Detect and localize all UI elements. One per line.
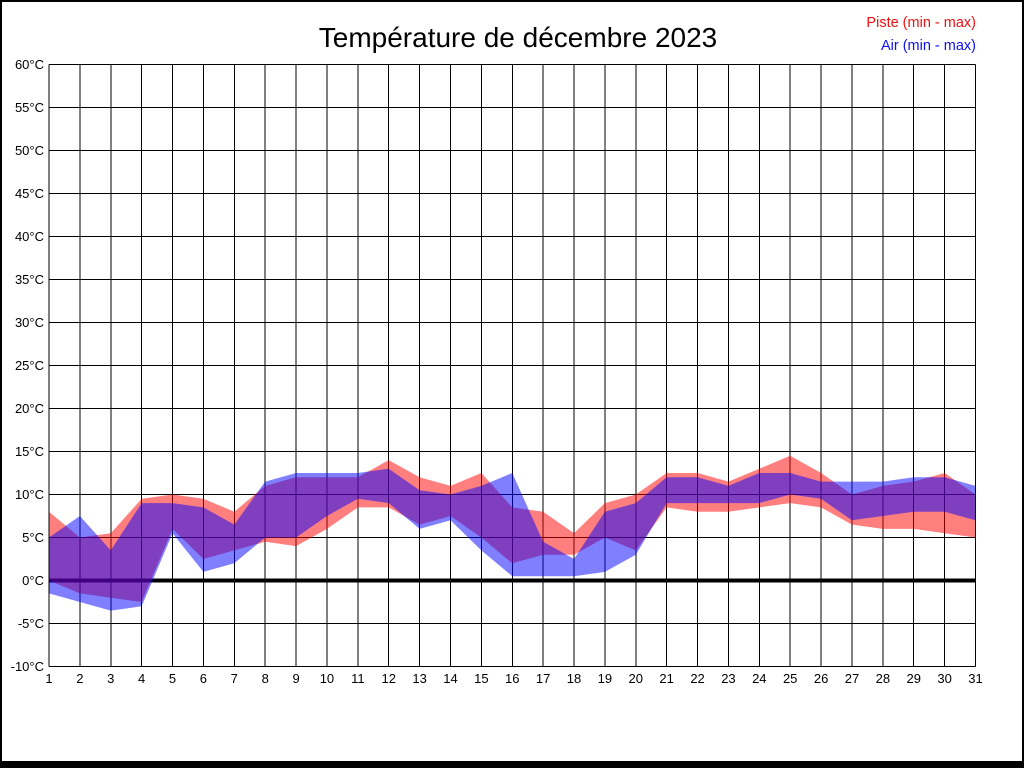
x-tick-label: 14 — [443, 671, 457, 686]
y-tick-label: 35°C — [15, 272, 44, 287]
x-tick-label: 18 — [567, 671, 581, 686]
plot-frame — [48, 64, 976, 667]
x-tick-label: 17 — [536, 671, 550, 686]
x-tick-label: 23 — [721, 671, 735, 686]
x-tick-label: 20 — [629, 671, 643, 686]
y-tick-label: -10°C — [11, 659, 44, 674]
x-tick-label: 7 — [231, 671, 238, 686]
y-tick-label: 15°C — [15, 444, 44, 459]
x-tick-label: 21 — [659, 671, 673, 686]
x-tick-label: 3 — [107, 671, 114, 686]
x-tick-label: 6 — [200, 671, 207, 686]
y-axis-labels: 60°C 55°C 50°C 45°C 40°C 35°C 30°C 25°C 20°C 15°C… — [11, 57, 44, 674]
x-tick-label: 9 — [292, 671, 299, 686]
chart-title: Température de décembre 2023 — [319, 22, 717, 53]
y-tick-label: 40°C — [15, 229, 44, 244]
legend-item-piste: Piste (min - max) — [866, 15, 976, 31]
x-tick-label: 31 — [968, 671, 982, 686]
x-tick-label: 10 — [320, 671, 334, 686]
x-tick-label: 11 — [351, 671, 365, 686]
y-tick-label: 60°C — [15, 57, 44, 72]
y-tick-label: 5°C — [22, 530, 44, 545]
legend-item-air: Air (min - max) — [881, 38, 976, 54]
x-tick-label: 12 — [381, 671, 395, 686]
y-tick-label: 0°C — [22, 573, 44, 588]
x-tick-label: 27 — [845, 671, 859, 686]
page-border-bottom-bar — [0, 761, 1024, 768]
y-tick-label: -5°C — [18, 616, 44, 631]
x-tick-label: 26 — [814, 671, 828, 686]
y-tick-label: 45°C — [15, 186, 44, 201]
x-tick-label: 22 — [690, 671, 704, 686]
x-tick-label: 25 — [783, 671, 797, 686]
x-tick-label: 8 — [262, 671, 269, 686]
min-max-bands — [49, 455, 976, 611]
air-band — [49, 468, 976, 611]
x-tick-label: 24 — [752, 671, 766, 686]
y-tick-label: 10°C — [15, 487, 44, 502]
y-tick-label: 25°C — [15, 358, 44, 373]
x-tick-label: 15 — [474, 671, 488, 686]
x-tick-label: 5 — [169, 671, 176, 686]
grid-lines — [48, 64, 976, 667]
y-tick-label: 30°C — [15, 315, 44, 330]
x-tick-label: 28 — [876, 671, 890, 686]
x-tick-label: 4 — [138, 671, 145, 686]
x-axis-labels: 1 2 3 4 5 6 7 8 9 10 11 12 13 14 15 16 17 18 19 20 21 22 23 24 2… — [45, 671, 982, 686]
x-tick-label: 30 — [937, 671, 951, 686]
x-tick-label: 1 — [45, 671, 52, 686]
legend: Piste (min - max) Air (min - max) — [866, 15, 976, 54]
y-tick-label: 20°C — [15, 401, 44, 416]
y-tick-label: 50°C — [15, 143, 44, 158]
x-tick-label: 19 — [598, 671, 612, 686]
y-tick-label: 55°C — [15, 100, 44, 115]
x-tick-label: 29 — [906, 671, 920, 686]
x-tick-label: 2 — [76, 671, 83, 686]
x-tick-label: 16 — [505, 671, 519, 686]
x-tick-label: 13 — [412, 671, 426, 686]
